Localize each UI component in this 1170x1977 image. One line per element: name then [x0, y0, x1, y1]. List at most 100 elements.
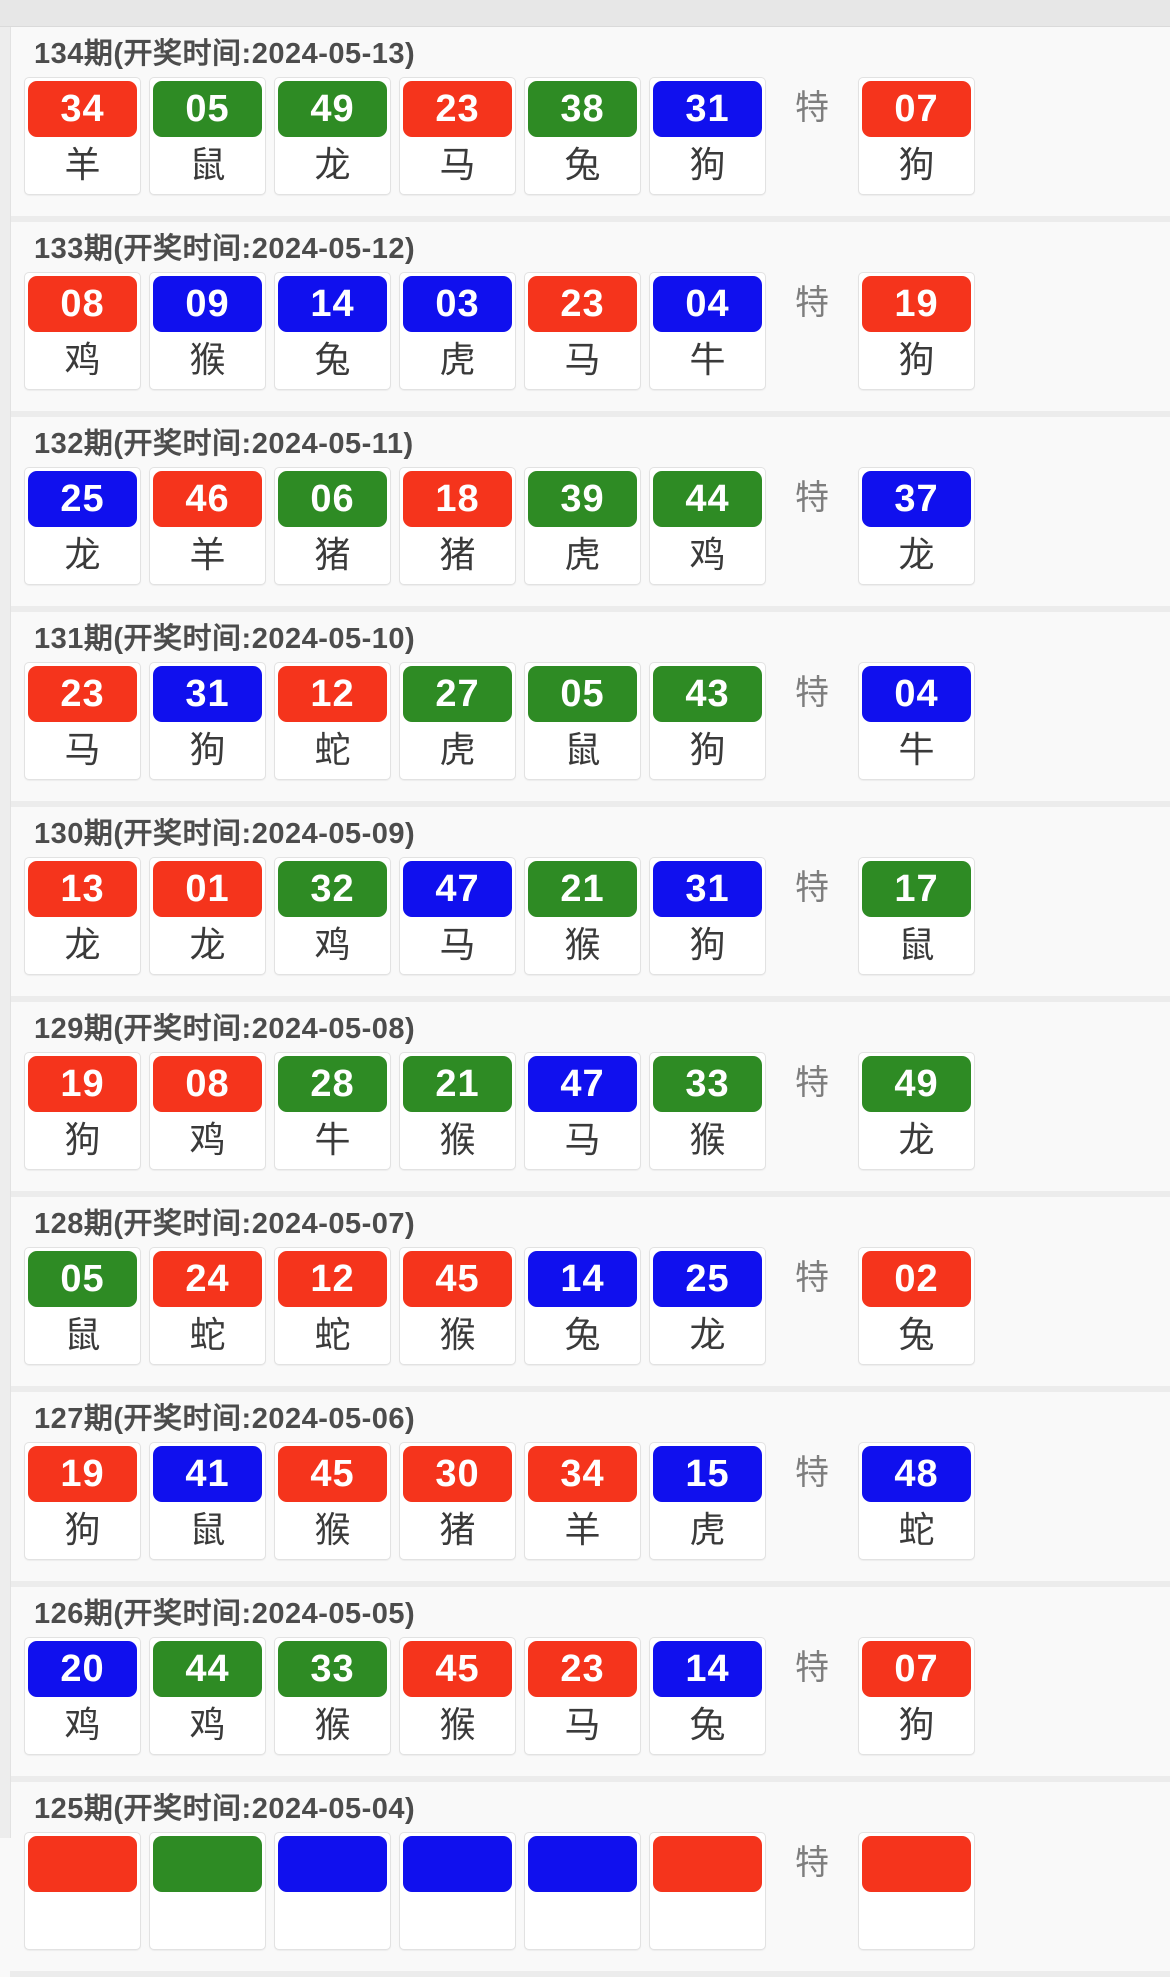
ball-card: 45 猴	[399, 1247, 516, 1365]
ball-zodiac: 虎	[689, 1509, 726, 1550]
ball-zodiac: 牛	[689, 339, 726, 380]
ball-number: 09	[153, 276, 262, 332]
ball-zodiac: 狗	[898, 144, 935, 185]
ball-number: 33	[653, 1056, 762, 1112]
ball-number: 25	[653, 1251, 762, 1307]
ball-number: 23	[528, 276, 637, 332]
ball-zodiac: 鼠	[189, 1509, 226, 1550]
ball-zodiac: 羊	[64, 144, 101, 185]
ball-number: 23	[528, 1641, 637, 1697]
ball-card: 31 狗	[149, 662, 266, 780]
special-marker-label: 特	[795, 674, 829, 712]
ball-card: 23 马	[24, 662, 141, 780]
ball-card: 45 猴	[274, 1442, 391, 1560]
ball-zodiac: 狗	[898, 339, 935, 380]
ball-card: 09 猴	[149, 272, 266, 390]
ball-card: 08 鸡	[149, 1052, 266, 1170]
ball-card: 34 羊	[524, 1442, 641, 1560]
special-ball-card: 04 牛	[858, 662, 975, 780]
draw-block: 130期(开奖时间:2024-05-09) 13 龙 01 龙 32 鸡 47 …	[10, 807, 1170, 1002]
ball-number: 30	[403, 1446, 512, 1502]
ball-card: 47 马	[524, 1052, 641, 1170]
ball-number: 44	[153, 1641, 262, 1697]
ball-card: 25 龙	[649, 1247, 766, 1365]
draw-title: 131期(开奖时间:2024-05-10)	[34, 623, 416, 655]
ball-number: 17	[862, 861, 971, 917]
ball-zodiac: 牛	[898, 729, 935, 770]
ball-card	[274, 1832, 391, 1950]
ball-zodiac: 鼠	[564, 729, 601, 770]
ball-row: 34 羊 05 鼠 49 龙 23 马 38 兔 31 狗 特 07 狗	[10, 77, 1170, 195]
ball-card: 41 鼠	[149, 1442, 266, 1560]
ball-card: 45 猴	[399, 1637, 516, 1755]
ball-number: 13	[28, 861, 137, 917]
ball-row: 特	[10, 1832, 1170, 1950]
ball-number: 02	[862, 1251, 971, 1307]
ball-zodiac: 牛	[314, 1119, 351, 1160]
draw-title: 132期(开奖时间:2024-05-11)	[34, 428, 414, 460]
ball-number: 23	[403, 81, 512, 137]
ball-row: 19 狗 41 鼠 45 猴 30 猪 34 羊 15 虎 特 48 蛇	[10, 1442, 1170, 1560]
ball-number: 05	[528, 666, 637, 722]
special-ball-card: 17 鼠	[858, 857, 975, 975]
ball-number: 21	[528, 861, 637, 917]
ball-number: 07	[862, 1641, 971, 1697]
ball-number: 19	[862, 276, 971, 332]
ball-zodiac: 兔	[314, 339, 351, 380]
ball-zodiac: 猴	[314, 1704, 351, 1745]
ball-card: 43 狗	[649, 662, 766, 780]
ball-card: 23 马	[399, 77, 516, 195]
ball-number: 31	[653, 81, 762, 137]
draw-block: 131期(开奖时间:2024-05-10) 23 马 31 狗 12 蛇 27 …	[10, 612, 1170, 807]
special-marker-label: 特	[795, 284, 829, 322]
ball-number: 31	[153, 666, 262, 722]
ball-card: 33 猴	[274, 1637, 391, 1755]
ball-zodiac: 兔	[898, 1314, 935, 1355]
ball-zodiac: 虎	[439, 339, 476, 380]
ball-row: 13 龙 01 龙 32 鸡 47 马 21 猴 31 狗 特 17 鼠	[10, 857, 1170, 975]
ball-card: 04 牛	[649, 272, 766, 390]
ball-number: 34	[528, 1446, 637, 1502]
special-marker-label: 特	[795, 1649, 829, 1687]
ball-card: 12 蛇	[274, 1247, 391, 1365]
ball-number: 15	[653, 1446, 762, 1502]
draw-title: 134期(开奖时间:2024-05-13)	[34, 38, 416, 70]
top-bar	[0, 0, 1170, 27]
ball-number: 43	[653, 666, 762, 722]
ball-zodiac: 狗	[64, 1509, 101, 1550]
ball-card	[149, 1832, 266, 1950]
ball-zodiac	[25, 1892, 140, 1946]
ball-zodiac: 兔	[564, 144, 601, 185]
ball-number: 03	[403, 276, 512, 332]
ball-number: 45	[278, 1446, 387, 1502]
ball-number: 05	[153, 81, 262, 137]
ball-zodiac: 狗	[689, 144, 726, 185]
ball-number	[862, 1836, 971, 1892]
ball-number: 37	[862, 471, 971, 527]
ball-card: 28 牛	[274, 1052, 391, 1170]
ball-card: 32 鸡	[274, 857, 391, 975]
ball-zodiac: 鸡	[64, 339, 101, 380]
ball-card: 01 龙	[149, 857, 266, 975]
ball-card: 23 马	[524, 272, 641, 390]
ball-card: 47 马	[399, 857, 516, 975]
ball-zodiac: 鼠	[189, 144, 226, 185]
ball-number: 45	[403, 1251, 512, 1307]
special-marker-label: 特	[795, 1844, 829, 1882]
ball-zodiac: 鸡	[189, 1704, 226, 1745]
ball-card: 31 狗	[649, 857, 766, 975]
ball-number	[403, 1836, 512, 1892]
draw-block: 126期(开奖时间:2024-05-05) 20 鸡 44 鸡 33 猴 45 …	[10, 1587, 1170, 1782]
ball-number: 12	[278, 666, 387, 722]
ball-zodiac: 猴	[189, 339, 226, 380]
ball-number: 08	[28, 276, 137, 332]
ball-zodiac: 猪	[439, 1509, 476, 1550]
draw-block: 133期(开奖时间:2024-05-12) 08 鸡 09 猴 14 兔 03 …	[10, 222, 1170, 417]
special-ball-card: 02 兔	[858, 1247, 975, 1365]
ball-card: 30 猪	[399, 1442, 516, 1560]
ball-zodiac: 羊	[189, 534, 226, 575]
ball-card: 21 猴	[399, 1052, 516, 1170]
ball-row: 23 马 31 狗 12 蛇 27 虎 05 鼠 43 狗 特 04 牛	[10, 662, 1170, 780]
ball-card: 27 虎	[399, 662, 516, 780]
ball-zodiac: 羊	[564, 1509, 601, 1550]
